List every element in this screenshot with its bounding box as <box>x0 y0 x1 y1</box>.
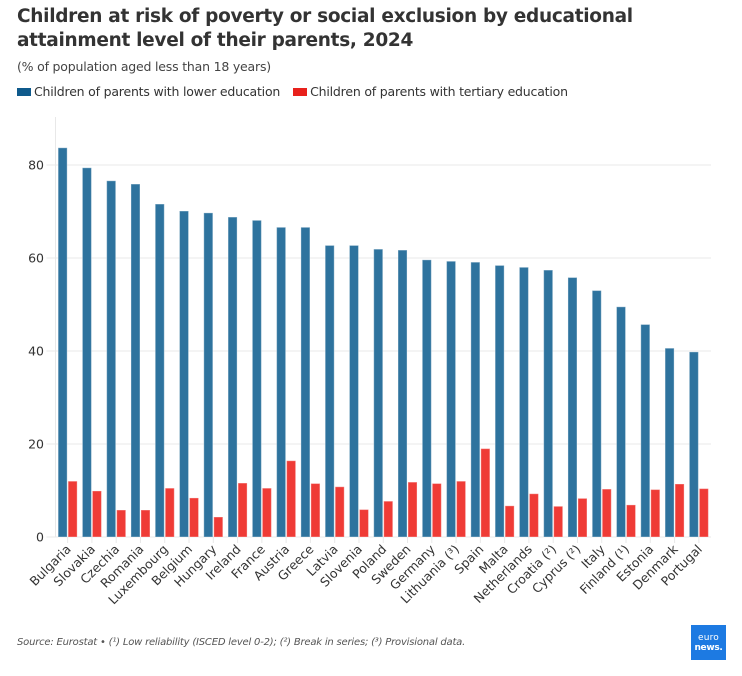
logo-line-2: news. <box>694 642 723 653</box>
bar-tertiary-education[interactable] <box>164 487 175 538</box>
euronews-logo: euro news. <box>691 625 726 660</box>
bar-lower-education[interactable] <box>154 203 165 538</box>
bar-tertiary-education[interactable] <box>601 488 612 538</box>
bar-lower-education[interactable] <box>543 269 554 538</box>
y-tick-label: 20 <box>28 437 44 452</box>
bar-lower-education[interactable] <box>300 226 311 538</box>
bar-tertiary-education[interactable] <box>480 448 491 538</box>
bar-lower-education[interactable] <box>203 212 214 538</box>
y-tick-label: 0 <box>36 530 44 545</box>
bar-lower-education[interactable] <box>591 290 602 538</box>
bar-lower-education[interactable] <box>130 183 141 538</box>
bar-lower-education[interactable] <box>81 167 92 538</box>
bar-lower-education[interactable] <box>324 244 335 538</box>
bar-tertiary-education[interactable] <box>674 483 685 538</box>
bar-tertiary-education[interactable] <box>261 487 272 538</box>
bar-lower-education[interactable] <box>251 219 262 538</box>
bar-tertiary-education[interactable] <box>383 500 394 538</box>
bar-tertiary-education[interactable] <box>116 509 127 538</box>
y-tick-label: 60 <box>28 251 44 266</box>
bar-tertiary-education[interactable] <box>553 505 564 538</box>
legend-item-lower-education[interactable]: Children of parents with lower education <box>17 84 280 99</box>
source-note: Source: Eurostat • (¹) Low reliability (… <box>17 637 466 648</box>
bar-tertiary-education[interactable] <box>140 509 151 538</box>
x-axis-labels: BulgariaSlovakiaCzechiaRomaniaLuxembourg… <box>26 541 704 607</box>
legend-swatch-lower <box>17 87 31 96</box>
chart-title: Children at risk of poverty or social ex… <box>17 6 633 51</box>
legend-label-tertiary: Children of parents with tertiary educat… <box>310 84 568 99</box>
legend-label-lower: Children of parents with lower education <box>34 84 281 99</box>
y-axis-ticks: 0 20 40 60 80 <box>28 158 44 545</box>
bar-lower-education[interactable] <box>348 244 359 538</box>
bar-tertiary-education[interactable] <box>189 497 200 538</box>
legend-item-tertiary-education[interactable]: Children of parents with tertiary educat… <box>293 84 568 99</box>
bar-lower-education[interactable] <box>57 147 68 538</box>
bar-lower-education[interactable] <box>567 277 578 538</box>
bar-lower-education[interactable] <box>616 306 627 538</box>
bar-tertiary-education[interactable] <box>456 480 467 538</box>
bar-tertiary-education[interactable] <box>626 504 637 538</box>
bar-tertiary-education[interactable] <box>407 481 418 538</box>
bar-tertiary-education[interactable] <box>213 516 224 538</box>
bar-tertiary-education[interactable] <box>528 493 539 538</box>
bar-tertiary-education[interactable] <box>334 486 345 538</box>
bar-lower-education[interactable] <box>421 259 432 538</box>
bar-tertiary-education[interactable] <box>577 497 588 538</box>
y-tick-label: 40 <box>28 344 44 359</box>
bar-lower-education[interactable] <box>664 347 675 538</box>
bar-lower-education[interactable] <box>688 351 699 538</box>
bars <box>57 147 709 538</box>
bar-lower-education[interactable] <box>373 248 384 538</box>
bar-lower-education[interactable] <box>494 264 505 538</box>
bar-tertiary-education[interactable] <box>310 483 321 538</box>
bar-tertiary-education[interactable] <box>237 482 248 538</box>
bar-tertiary-education[interactable] <box>431 483 442 538</box>
bar-lower-education[interactable] <box>470 261 481 538</box>
bar-tertiary-education[interactable] <box>91 490 102 538</box>
chart-subtitle: (% of population aged less than 18 years… <box>17 59 271 74</box>
x-axis-ticks <box>67 537 700 543</box>
bar-lower-education[interactable] <box>446 260 457 538</box>
bar-lower-education[interactable] <box>397 249 408 538</box>
bar-tertiary-education[interactable] <box>650 489 661 538</box>
legend: Children of parents with lower education… <box>17 84 581 99</box>
bar-tertiary-education[interactable] <box>504 505 515 538</box>
bar-lower-education[interactable] <box>640 323 651 538</box>
bar-tertiary-education[interactable] <box>698 488 709 538</box>
bar-lower-education[interactable] <box>179 210 190 538</box>
bar-lower-education[interactable] <box>227 216 238 538</box>
bar-lower-education[interactable] <box>276 226 287 538</box>
legend-swatch-tertiary <box>293 87 308 96</box>
bar-tertiary-education[interactable] <box>286 460 297 538</box>
bar-lower-education[interactable] <box>106 180 117 538</box>
bar-tertiary-education[interactable] <box>358 509 369 538</box>
y-tick-label: 80 <box>28 158 44 173</box>
logo-line-1: euro <box>697 632 720 643</box>
bar-tertiary-education[interactable] <box>67 480 78 538</box>
bar-lower-education[interactable] <box>518 266 529 538</box>
